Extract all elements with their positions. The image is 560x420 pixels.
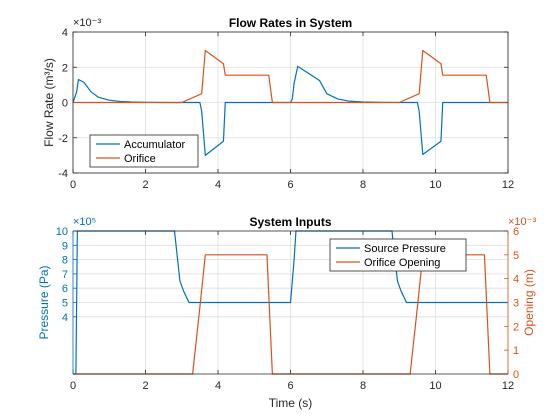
bottom-left-y-tick-label: 4 <box>62 312 68 324</box>
bottom-right-y-tick-label: 0 <box>513 369 519 381</box>
top-exponent-label: ×10⁻³ <box>73 17 101 29</box>
bottom-left-y-tick-label: 6 <box>62 283 68 295</box>
bottom-left-exponent-label: ×10⁵ <box>73 216 96 228</box>
top-x-tick-label: 6 <box>287 179 293 191</box>
top-legend-box <box>89 134 199 168</box>
bottom-left-y-tick-label: 7 <box>62 269 68 281</box>
bottom-x-tick-label: 4 <box>215 380 221 392</box>
top-plot-frame <box>72 31 509 174</box>
top-x-tick-label: 0 <box>70 179 76 191</box>
top-y-tick-label: -2 <box>58 133 68 145</box>
bottom-right-y-tick-label: 3 <box>513 298 519 310</box>
top-y-tick-label: 0 <box>62 98 68 110</box>
bottom-left-y-tick-label: 5 <box>62 298 68 310</box>
top-legend: Accumulator Orifice <box>89 134 199 168</box>
bottom-right-y-tick-label: 2 <box>513 321 519 333</box>
bottom-x-tick-label: 8 <box>360 380 366 392</box>
top-x-tick-label: 4 <box>215 179 221 191</box>
top-x-tick-label: 2 <box>142 179 148 191</box>
flow-rates-chart: 0 2 4 6 8 10 12 -4 -2 0 2 4 ×10⁻³ Flow Rates in Syste… <box>42 16 514 191</box>
bottom-right-y-tick-label: 6 <box>513 226 519 238</box>
series-line-orifice <box>73 49 508 104</box>
legend-label-source-pressure: Source Pressure <box>364 243 446 255</box>
bottom-left-y-tick-label: 8 <box>62 255 68 267</box>
top-x-tick-label: 10 <box>429 179 441 191</box>
bottom-left-y-tick-label: 10 <box>56 226 68 238</box>
legend-label-accumulator: Accumulator <box>124 139 185 151</box>
bottom-legend: Source Pressure Orifice Opening <box>329 238 467 272</box>
top-y-tick-label: 4 <box>62 27 68 39</box>
top-y-tick-label: 2 <box>62 62 68 74</box>
bottom-right-exponent-label: ×10⁻³ <box>508 216 536 228</box>
top-x-tick-label: 12 <box>502 179 514 191</box>
bottom-x-axis-label: Time (s) <box>269 396 313 410</box>
legend-label-orifice-opening: Orifice Opening <box>364 257 440 269</box>
top-y-axis-label: Flow Rate (m³/s) <box>42 58 56 147</box>
top-series-group <box>72 49 508 156</box>
bottom-right-y-axis-label: Opening (m) <box>522 269 536 336</box>
bottom-x-tick-label: 6 <box>287 380 293 392</box>
bottom-left-y-tick-label: 9 <box>62 240 68 252</box>
legend-label-orifice: Orifice <box>124 153 156 165</box>
top-y-tick-label: -4 <box>58 168 68 180</box>
bottom-right-y-tick-label: 5 <box>513 250 519 262</box>
bottom-left-y-axis-label: Pressure (Pa) <box>37 265 51 339</box>
bottom-x-tick-label: 2 <box>142 380 148 392</box>
bottom-legend-box <box>329 238 467 272</box>
bottom-x-tick-label: 0 <box>70 380 76 392</box>
bottom-x-tick-label: 12 <box>502 380 514 392</box>
bottom-right-y-tick-label: 1 <box>513 345 519 357</box>
top-x-tick-label: 8 <box>360 179 366 191</box>
bottom-chart-title: System Inputs <box>249 215 331 229</box>
top-chart-title: Flow Rates in System <box>229 16 352 30</box>
bottom-right-y-tick-label: 4 <box>513 274 519 286</box>
bottom-x-tick-label: 10 <box>429 380 441 392</box>
